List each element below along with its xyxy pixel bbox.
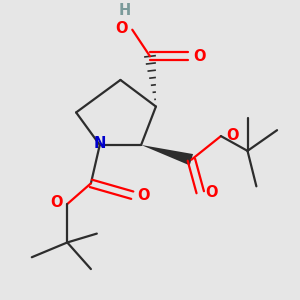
Text: H: H xyxy=(119,3,131,18)
Text: O: O xyxy=(50,195,62,210)
Text: O: O xyxy=(137,188,150,203)
Text: O: O xyxy=(194,49,206,64)
Text: O: O xyxy=(205,185,218,200)
Polygon shape xyxy=(141,145,193,165)
Text: O: O xyxy=(226,128,239,143)
Text: N: N xyxy=(94,136,106,151)
Text: O: O xyxy=(115,21,127,36)
